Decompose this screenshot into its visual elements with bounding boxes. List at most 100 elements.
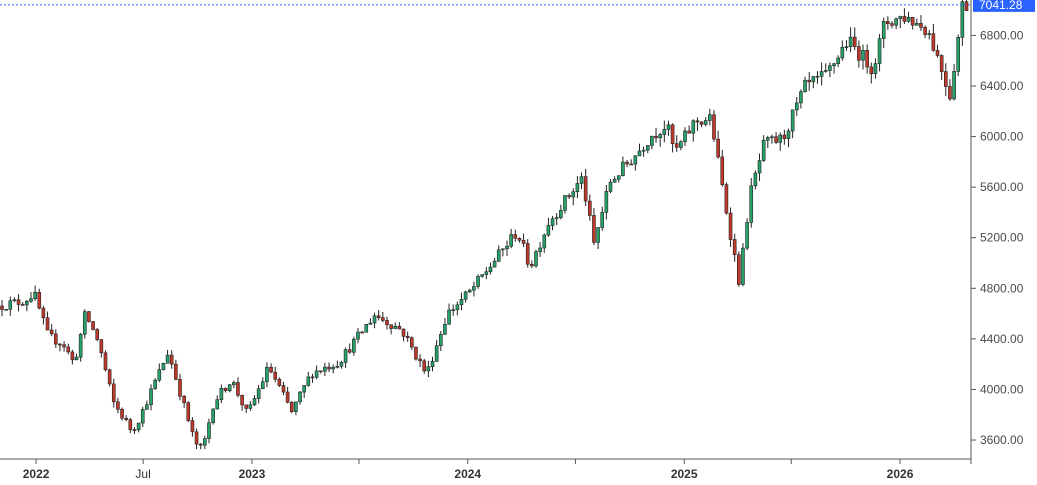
candle-down xyxy=(583,168,588,207)
candle-up xyxy=(546,217,551,237)
candle-down xyxy=(116,397,120,414)
candle-up xyxy=(12,297,17,303)
candle-body xyxy=(418,358,422,362)
candle-body xyxy=(766,137,770,141)
candle-up xyxy=(844,39,849,51)
candle-body xyxy=(248,404,253,409)
candle-body xyxy=(559,210,563,218)
candle-up xyxy=(248,401,253,411)
candle-down xyxy=(132,427,137,434)
candle-body xyxy=(554,217,559,219)
candle-up xyxy=(8,296,13,316)
candle-down xyxy=(857,40,861,68)
candle-body xyxy=(546,225,551,236)
candle-body xyxy=(666,124,671,130)
candle-up xyxy=(476,274,480,289)
candle-up xyxy=(505,240,509,257)
candle-up xyxy=(799,89,803,109)
candle-body xyxy=(596,227,600,243)
candle-up xyxy=(621,156,625,177)
candle-up xyxy=(832,62,836,74)
candle-body xyxy=(948,86,952,100)
candle-down xyxy=(107,368,112,387)
candle-body xyxy=(165,354,170,364)
candle-body xyxy=(281,385,286,393)
candle-body xyxy=(132,429,137,431)
candle-body xyxy=(82,311,87,335)
candle-body xyxy=(269,366,273,373)
candle-body xyxy=(525,243,530,265)
candle-up xyxy=(33,285,37,301)
candle-body xyxy=(873,63,878,75)
candle-up xyxy=(828,62,832,78)
candle-body xyxy=(869,66,874,75)
candle-down xyxy=(0,300,4,317)
candle-up xyxy=(4,309,8,311)
candle-body xyxy=(372,315,377,324)
candle-down xyxy=(687,125,691,134)
candle-body xyxy=(368,322,373,325)
x-tick-label: 2025 xyxy=(671,467,698,481)
candle-up xyxy=(683,127,687,147)
candle-up xyxy=(956,34,961,77)
candle-body xyxy=(140,409,145,424)
candle-up xyxy=(451,304,456,316)
y-tick-label: 6000.00 xyxy=(980,130,1024,144)
candle-body xyxy=(964,1,969,11)
candle-up xyxy=(323,362,327,376)
candle-down xyxy=(194,428,199,450)
candle-body xyxy=(828,65,832,71)
candle-up xyxy=(265,362,269,388)
candle-down xyxy=(360,330,364,334)
candle-body xyxy=(848,36,853,47)
candle-body xyxy=(244,404,249,409)
candle-up xyxy=(260,377,265,390)
candle-up xyxy=(641,146,646,157)
candle-up xyxy=(927,29,932,40)
candle-down xyxy=(943,63,948,96)
candle-up xyxy=(298,390,302,405)
candle-up xyxy=(393,322,398,330)
candle-body xyxy=(919,23,923,28)
candle-up xyxy=(443,317,447,336)
candle-body xyxy=(438,333,443,347)
candle-body xyxy=(703,120,708,125)
candle-body xyxy=(66,346,71,353)
candle-up xyxy=(708,108,712,126)
candle-body xyxy=(890,23,894,26)
candle-down xyxy=(728,207,733,247)
candle-body xyxy=(662,129,667,135)
candle-body xyxy=(381,317,385,321)
candle-body xyxy=(352,338,356,353)
candle-body xyxy=(807,79,811,83)
candle-body xyxy=(174,363,178,380)
candle-down xyxy=(530,260,534,269)
candle-up xyxy=(608,179,613,194)
candle-up xyxy=(438,331,443,351)
candle-up xyxy=(153,378,157,390)
candle-up xyxy=(463,290,468,303)
candle-up xyxy=(819,62,824,86)
candle-up xyxy=(314,365,319,380)
candle-body xyxy=(306,376,311,386)
candle-down xyxy=(724,182,729,215)
candle-up xyxy=(571,188,576,206)
candle-down xyxy=(939,54,944,81)
candle-up xyxy=(430,356,435,372)
candle-down xyxy=(389,324,393,335)
candle-down xyxy=(37,288,42,310)
candle-down xyxy=(182,394,186,408)
candle-up xyxy=(596,227,600,250)
candle-body xyxy=(405,336,410,339)
candle-up xyxy=(770,134,774,144)
y-tick-label: 4800.00 xyxy=(980,281,1024,295)
candle-down xyxy=(91,320,95,331)
candle-body xyxy=(12,299,17,302)
candle-down xyxy=(397,322,402,330)
candle-body xyxy=(178,378,182,397)
x-tick-label: 2022 xyxy=(23,467,50,481)
candle-body xyxy=(712,114,716,140)
candle-body xyxy=(579,176,584,184)
candle-up xyxy=(749,177,754,228)
candle-up xyxy=(881,17,886,49)
